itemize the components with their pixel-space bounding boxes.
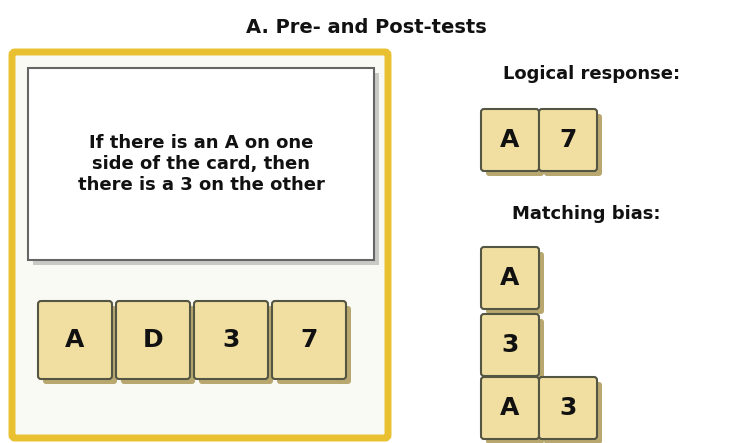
Text: 3: 3 — [559, 396, 577, 420]
FancyBboxPatch shape — [33, 73, 379, 265]
Text: A: A — [500, 396, 520, 420]
FancyBboxPatch shape — [486, 319, 544, 381]
Text: A: A — [65, 328, 85, 352]
FancyBboxPatch shape — [481, 314, 539, 376]
FancyBboxPatch shape — [539, 377, 597, 439]
FancyBboxPatch shape — [481, 109, 539, 171]
FancyBboxPatch shape — [272, 301, 346, 379]
Text: A: A — [500, 128, 520, 152]
Text: Matching bias:: Matching bias: — [512, 205, 660, 223]
FancyBboxPatch shape — [38, 301, 112, 379]
Text: 7: 7 — [300, 328, 318, 352]
Text: A. Pre- and Post-tests: A. Pre- and Post-tests — [246, 18, 486, 37]
Text: 7: 7 — [559, 128, 577, 152]
FancyBboxPatch shape — [12, 52, 388, 438]
FancyBboxPatch shape — [199, 306, 273, 384]
FancyBboxPatch shape — [544, 114, 602, 176]
FancyBboxPatch shape — [194, 301, 268, 379]
FancyBboxPatch shape — [116, 301, 190, 379]
FancyBboxPatch shape — [539, 109, 597, 171]
FancyBboxPatch shape — [277, 306, 351, 384]
FancyBboxPatch shape — [43, 306, 117, 384]
Text: A: A — [500, 266, 520, 290]
FancyBboxPatch shape — [28, 68, 374, 260]
FancyBboxPatch shape — [486, 382, 544, 443]
Text: 3: 3 — [501, 333, 519, 357]
FancyBboxPatch shape — [486, 114, 544, 176]
Text: If there is an A on one
side of the card, then
there is a 3 on the other: If there is an A on one side of the card… — [78, 134, 324, 194]
Text: 3: 3 — [223, 328, 239, 352]
FancyBboxPatch shape — [544, 382, 602, 443]
FancyBboxPatch shape — [486, 252, 544, 314]
Text: Logical response:: Logical response: — [503, 65, 680, 83]
Text: D: D — [143, 328, 163, 352]
FancyBboxPatch shape — [121, 306, 195, 384]
FancyBboxPatch shape — [481, 377, 539, 439]
FancyBboxPatch shape — [481, 247, 539, 309]
